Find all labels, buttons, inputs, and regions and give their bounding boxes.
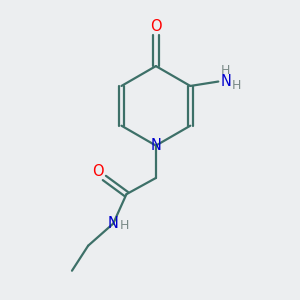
Text: N: N xyxy=(108,216,118,231)
Text: H: H xyxy=(120,220,129,232)
Text: H: H xyxy=(231,79,241,92)
Text: N: N xyxy=(151,138,161,153)
Text: N: N xyxy=(220,74,231,89)
Text: O: O xyxy=(150,20,162,34)
Text: H: H xyxy=(220,64,230,77)
Text: O: O xyxy=(92,164,104,179)
